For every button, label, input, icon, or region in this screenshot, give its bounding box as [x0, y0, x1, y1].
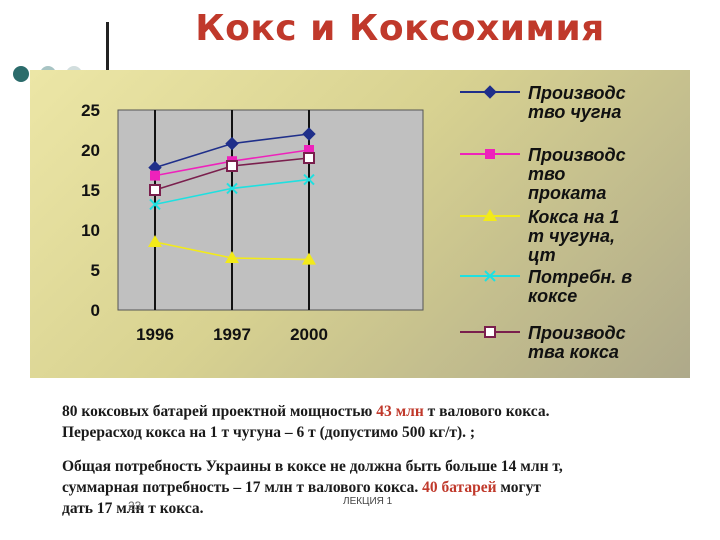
legend-label: Производс	[528, 323, 626, 343]
para2-line2: суммарная потребность – 17 млн т валовог…	[62, 477, 563, 498]
legend-label: Потребн. в	[528, 267, 632, 287]
paragraph-1: 80 коксовых батарей проектной мощностью …	[62, 401, 549, 443]
para1-line1: 80 коксовых батарей проектной мощностью …	[62, 401, 549, 422]
y-tick-label: 0	[91, 301, 100, 320]
title-divider	[106, 22, 109, 72]
legend-label: тво чугна	[528, 102, 621, 122]
legend-label: тва кокса	[528, 342, 619, 362]
legend-label: Производс	[528, 145, 626, 165]
y-tick-label: 5	[91, 261, 100, 280]
data-point	[226, 160, 238, 172]
data-point	[148, 235, 162, 247]
data-point	[302, 252, 316, 265]
y-tick-label: 20	[81, 141, 100, 160]
data-point	[225, 136, 239, 151]
legend-label: коксе	[528, 286, 577, 306]
para1-line2: Перерасход кокса на 1 т чугуна – 6 т (до…	[62, 424, 476, 441]
data-point	[304, 145, 314, 155]
y-tick-label: 25	[81, 101, 100, 120]
data-point	[303, 152, 315, 164]
data-point	[302, 127, 316, 141]
legend-marker	[483, 85, 497, 99]
para2-line1: Общая потребность Украины в коксе не дол…	[62, 458, 563, 475]
footer-label: ЛЕКЦИЯ 1	[343, 496, 393, 507]
legend-label: т чугуна,	[528, 226, 615, 246]
y-tick-label: 10	[81, 221, 100, 240]
data-point	[150, 170, 160, 181]
para2-text-end: могут	[496, 479, 541, 496]
data-point	[149, 184, 161, 196]
data-point	[149, 198, 161, 211]
slide-number: 23	[128, 499, 142, 513]
plot-area	[117, 109, 424, 311]
legend-label: проката	[528, 183, 606, 203]
legend-marker	[484, 326, 496, 338]
legend-label: Производс	[528, 83, 626, 103]
legend-label: тво	[528, 164, 565, 184]
x-tick-label: 1996	[136, 325, 174, 344]
para1-text-end: т валового кокса.	[423, 403, 550, 420]
para2-highlight: 40 батарей	[422, 479, 497, 496]
para1-text: 80 коксовых батарей проектной мощностью	[62, 403, 377, 420]
data-point	[303, 173, 315, 186]
para2-text: суммарная потребность – 17 млн т валовог…	[62, 479, 423, 496]
decor-dot-1	[13, 66, 29, 82]
legend-marker	[484, 270, 496, 282]
x-tick-label: 2000	[290, 325, 328, 344]
para2-line3: дать 17 млн т кокса.	[62, 500, 204, 517]
para1-highlight: 43 млн	[376, 403, 424, 420]
data-point	[225, 251, 239, 263]
legend-marker	[483, 209, 497, 221]
slide-title: Кокс и Коксохимия	[195, 8, 605, 49]
x-tick-label: 1997	[213, 325, 251, 344]
paragraph-2: Общая потребность Украины в коксе не дол…	[62, 456, 563, 519]
data-point	[226, 182, 238, 195]
legend-label: Кокса на 1	[528, 207, 619, 227]
y-tick-label: 15	[81, 181, 100, 200]
legend-label: цт	[528, 245, 556, 265]
legend-marker	[485, 149, 495, 159]
